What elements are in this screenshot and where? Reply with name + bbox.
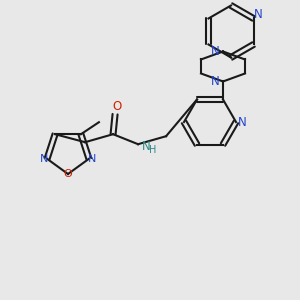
Text: N: N (88, 154, 96, 164)
Text: N: N (211, 75, 219, 88)
Text: H: H (149, 145, 157, 155)
Text: O: O (64, 169, 72, 179)
Text: N: N (254, 8, 263, 21)
Text: N: N (142, 140, 150, 153)
Text: O: O (112, 100, 122, 113)
Text: N: N (211, 45, 219, 58)
Text: N: N (40, 154, 48, 164)
Text: N: N (238, 116, 246, 128)
